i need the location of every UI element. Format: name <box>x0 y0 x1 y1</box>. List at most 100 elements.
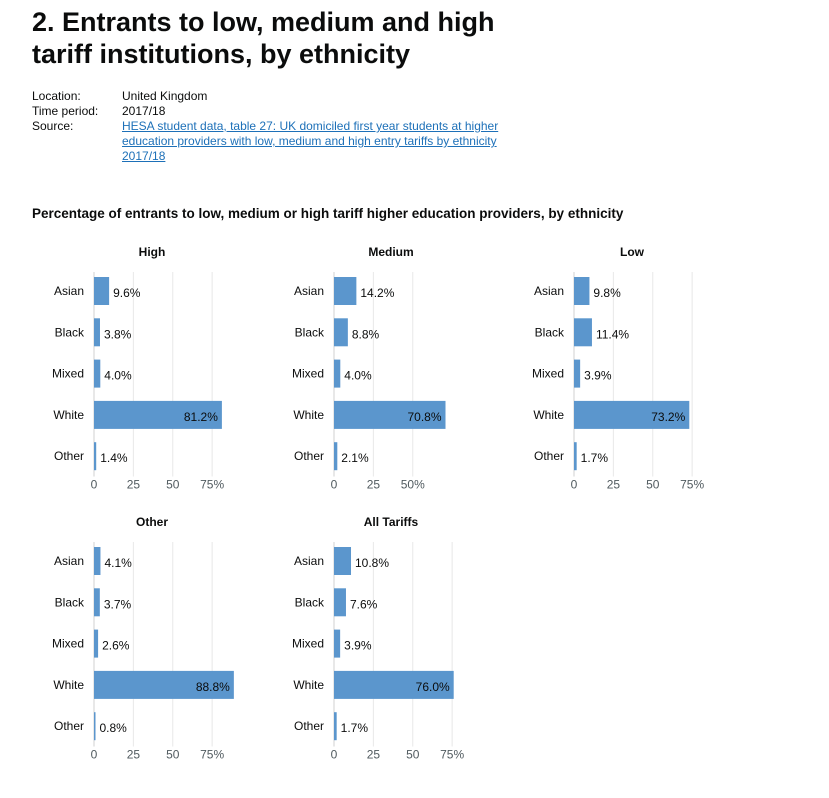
tick-label-other-25: 25 <box>127 748 141 762</box>
meta-location: Location: United Kingdom <box>32 89 502 104</box>
data-label-all-tariffs-white: 76.0% <box>416 680 450 694</box>
category-label-high-black: Black <box>55 325 85 339</box>
page-title: 2. Entrants to low, medium and high tari… <box>32 7 495 69</box>
metadata-list: Location: United Kingdom Time period: 20… <box>32 89 502 164</box>
panel-title-other: Other <box>136 515 168 529</box>
chart-title: Percentage of entrants to low, medium or… <box>32 206 624 221</box>
category-label-other-asian: Asian <box>54 554 84 568</box>
data-label-medium-asian: 14.2% <box>360 286 394 300</box>
category-label-other-white: White <box>53 678 84 692</box>
tick-label-all-tariffs-50: 50 <box>406 748 420 762</box>
bar-medium-mixed <box>334 359 341 388</box>
tick-label-low-0: 0 <box>571 478 578 492</box>
panel-low: Low 0 25 50 75% Asian 9.8% Black 11.4% Mixed 3.9% W… <box>532 245 704 492</box>
panel-medium: Medium 0 25 50% Asian 14.2% Black 8.8% Mixed 4.0%… <box>292 245 446 492</box>
category-label-medium-mixed: Mixed <box>292 367 324 381</box>
data-label-medium-black: 8.8% <box>352 327 380 341</box>
data-label-low-asian: 9.8% <box>593 286 621 300</box>
bar-medium-other <box>334 442 338 471</box>
bar-low-other <box>574 442 577 471</box>
tick-label-low-50: 50 <box>646 478 660 492</box>
tick-label-low-25: 25 <box>607 478 621 492</box>
bar-other-asian <box>94 547 101 575</box>
data-label-other-white: 88.8% <box>196 680 230 694</box>
meta-time-label: Time period: <box>32 104 99 118</box>
tick-label-other-0: 0 <box>91 748 98 762</box>
panel-title-high: High <box>139 245 166 259</box>
data-label-medium-white: 70.8% <box>407 410 441 424</box>
bar-other-black <box>94 588 100 617</box>
meta-source: Source: HESA student data, table 27: UK … <box>32 119 502 164</box>
category-label-other-other: Other <box>54 719 84 733</box>
category-label-medium-black: Black <box>295 325 325 339</box>
meta-location-label: Location: <box>32 89 81 103</box>
category-label-low-black: Black <box>535 325 565 339</box>
tick-label-high-50: 50 <box>166 478 180 492</box>
category-label-high-other: Other <box>54 449 84 463</box>
bar-all-tariffs-other <box>334 712 337 741</box>
category-label-all-tariffs-black: Black <box>295 595 325 609</box>
meta-time-value: 2017/18 <box>122 104 166 118</box>
data-label-other-mixed: 2.6% <box>102 639 130 653</box>
panel-title-all-tariffs: All Tariffs <box>364 515 419 529</box>
data-label-low-black: 11.4% <box>596 327 629 341</box>
tick-label-all-tariffs-25: 25 <box>367 748 381 762</box>
bar-all-tariffs-black <box>334 588 346 617</box>
category-label-high-mixed: Mixed <box>52 367 84 381</box>
tick-label-other-75: 75% <box>200 748 224 762</box>
bar-medium-asian <box>334 277 357 305</box>
bar-medium-white <box>334 400 446 429</box>
data-label-high-white: 81.2% <box>184 410 218 424</box>
tick-label-high-25: 25 <box>127 478 141 492</box>
bar-other-white <box>94 670 234 699</box>
bar-high-other <box>94 442 97 471</box>
data-label-low-mixed: 3.9% <box>584 369 612 383</box>
bar-all-tariffs-asian <box>334 547 352 575</box>
data-label-low-other: 1.7% <box>581 451 609 465</box>
bar-medium-black <box>334 318 348 347</box>
bar-all-tariffs-white <box>334 670 454 699</box>
tick-label-high-0: 0 <box>91 478 98 492</box>
tick-label-other-50: 50 <box>166 748 180 762</box>
data-label-high-asian: 9.6% <box>113 286 141 300</box>
bar-low-white <box>574 400 690 429</box>
tick-label-medium-0: 0 <box>331 478 338 492</box>
category-label-medium-asian: Asian <box>294 284 324 298</box>
data-label-all-tariffs-other: 1.7% <box>341 721 369 735</box>
category-label-low-white: White <box>533 408 564 422</box>
tick-label-high-75: 75% <box>200 478 224 492</box>
source-link[interactable]: HESA student data, table 27: UK domicile… <box>122 119 499 163</box>
data-label-other-asian: 4.1% <box>104 556 132 570</box>
panel-title-low: Low <box>620 245 645 259</box>
tick-label-all-tariffs-75: 75% <box>440 748 464 762</box>
panel-high: High 0 25 50 75% Asian 9.6% Black 3.8% Mixed 4.0% W… <box>52 245 224 492</box>
category-label-low-asian: Asian <box>534 284 564 298</box>
bar-low-black <box>574 318 592 347</box>
meta-time: Time period: 2017/18 <box>32 104 502 119</box>
data-label-high-other: 1.4% <box>100 451 128 465</box>
bar-high-black <box>94 318 100 347</box>
data-label-medium-mixed: 4.0% <box>344 369 372 383</box>
data-label-other-other: 0.8% <box>100 721 128 735</box>
panel-other: Other 0 25 50 75% Asian 4.1% Black 3.7% Mixed 2.6%… <box>52 515 234 762</box>
category-label-all-tariffs-other: Other <box>294 719 324 733</box>
bar-high-mixed <box>94 359 101 388</box>
category-label-all-tariffs-asian: Asian <box>294 554 324 568</box>
category-label-low-mixed: Mixed <box>532 367 564 381</box>
bar-high-asian <box>94 277 110 305</box>
bar-high-white <box>94 400 222 429</box>
data-label-other-black: 3.7% <box>104 597 132 611</box>
data-label-all-tariffs-asian: 10.8% <box>355 556 389 570</box>
bar-low-mixed <box>574 359 581 388</box>
category-label-high-asian: Asian <box>54 284 84 298</box>
panel-all-tariffs: All Tariffs 0 25 50 75% Asian 10.8% Black 7.6% Mi… <box>292 515 464 762</box>
bar-other-other <box>94 712 96 741</box>
tick-label-medium-25: 25 <box>367 478 381 492</box>
data-label-low-white: 73.2% <box>651 410 685 424</box>
panel-title-medium: Medium <box>368 245 413 259</box>
data-label-high-mixed: 4.0% <box>104 369 132 383</box>
category-label-high-white: White <box>53 408 84 422</box>
category-label-medium-white: White <box>293 408 324 422</box>
category-label-all-tariffs-mixed: Mixed <box>292 637 324 651</box>
bar-other-mixed <box>94 629 99 658</box>
